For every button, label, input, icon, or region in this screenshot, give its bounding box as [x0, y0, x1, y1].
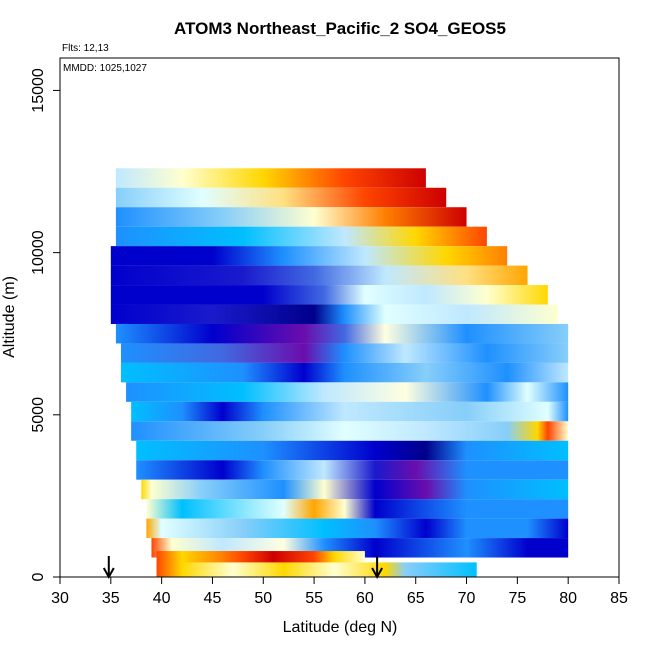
heatmap-row: [131, 421, 569, 441]
heatmap-row: [115, 226, 487, 247]
x-tick-label: 35: [102, 590, 120, 607]
heatmap-row: [115, 207, 467, 227]
x-tick-label: 40: [153, 590, 171, 607]
y-tick-label: 15000: [30, 68, 47, 113]
heatmap-row: [136, 460, 569, 480]
x-tick-label: 55: [305, 590, 323, 607]
heatmap-row: [156, 562, 477, 577]
x-axis: 30 35 40 45 50 55 60 65 70 75 80 85: [51, 576, 628, 607]
x-tick-label: 50: [254, 590, 272, 607]
y-tick-label: 10000: [30, 230, 47, 275]
x-tick-label: 45: [204, 590, 222, 607]
heatmap-row: [126, 382, 569, 402]
heatmap-row: [110, 246, 508, 266]
heatmap-row: [115, 168, 426, 188]
y-tick-label: 0: [30, 572, 47, 581]
heatmap-row: [115, 323, 569, 344]
heatmap-row: [120, 343, 569, 363]
heatmap-row: [141, 479, 569, 500]
heatmap-row: [115, 187, 447, 208]
flights-label: Flts: 12,13: [62, 43, 109, 54]
x-tick-label: 30: [51, 590, 69, 607]
x-tick-label: 85: [610, 590, 628, 607]
heatmap-row: [136, 440, 569, 461]
y-axis: 0 5000 10000 15000: [30, 68, 61, 581]
chart-title: ATOM3 Northeast_Pacific_2 SO4_GEOS5: [174, 19, 506, 38]
dates-label: MMDD: 1025,1027: [63, 63, 147, 74]
x-tick-label: 65: [407, 590, 425, 607]
y-tick-label: 5000: [30, 397, 47, 433]
x-axis-label: Latitude (deg N): [283, 619, 398, 636]
heatmap-row: [146, 518, 569, 539]
heatmap-row: [110, 265, 528, 286]
heatmap-row: [146, 499, 569, 519]
heatmap-row: [120, 362, 569, 383]
x-tick-label: 60: [356, 590, 374, 607]
y-axis-label: Altitude (m): [1, 276, 18, 358]
heatmap-row: [131, 401, 569, 422]
x-tick-label: 80: [559, 590, 577, 607]
x-tick-label: 75: [508, 590, 526, 607]
heatmap-row: [110, 285, 548, 305]
heatmap-row: [110, 304, 559, 324]
heatmap-cells: [110, 168, 569, 577]
x-tick-label: 70: [458, 590, 476, 607]
